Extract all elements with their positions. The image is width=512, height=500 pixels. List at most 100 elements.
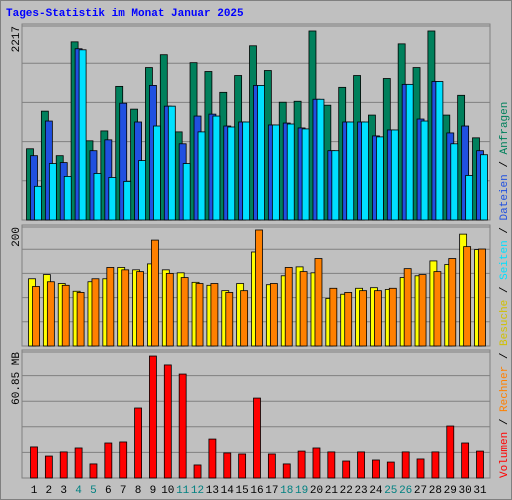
bar [282,463,291,479]
bar [225,292,234,347]
legend-entry: Seiten [499,240,511,280]
legend-entry: Besuche [499,300,511,346]
bar [151,239,159,347]
bar [104,442,113,479]
x-tick-label: 25 [384,485,397,497]
bar [465,175,474,221]
bar [119,102,128,221]
legend-separator: / [499,412,511,432]
bar [476,450,484,479]
bar [416,458,425,479]
bar [91,278,100,347]
bar [329,287,338,347]
x-tick-label: 7 [120,485,127,497]
x-tick-label: 10 [161,485,174,497]
bar [357,451,365,479]
bar [361,121,369,221]
x-tick-label: 31 [473,485,487,497]
bar [346,121,355,221]
bar [193,464,202,479]
bar [376,136,384,221]
bar [32,286,40,347]
x-tick-label: 19 [295,485,308,497]
bar [405,83,414,221]
bar [403,268,412,347]
bar [316,98,325,221]
x-tick-label: 5 [90,485,97,497]
x-tick-label: 26 [399,485,412,497]
legend-separator: / [499,346,511,366]
bar [136,271,144,347]
bar [314,258,323,347]
x-tick-label: 1 [31,485,38,497]
legend-separator: / [499,220,511,240]
bar [163,364,172,479]
bar [238,453,247,479]
bar [269,283,278,347]
bar [299,271,308,347]
x-tick-label: 4 [75,485,82,497]
bar [301,128,310,221]
y-tick-label: 60.85 MB [11,352,23,405]
x-tick-label: 16 [250,485,263,497]
x-tick-label: 18 [280,485,293,497]
bar [182,163,191,221]
bar [418,274,427,347]
bar [153,125,161,221]
bar [478,248,486,347]
x-tick-label: 23 [354,485,367,497]
x-tick-label: 28 [429,485,442,497]
bar [372,459,380,479]
bar [401,451,410,479]
bar [450,143,459,221]
x-tick-label: 29 [444,485,457,497]
bar [74,447,83,479]
bar [167,105,176,221]
bar [212,115,221,221]
x-tick-label: 2 [46,485,53,497]
bar [223,452,232,479]
bar [106,267,115,347]
bar [359,290,367,347]
bar [180,277,189,347]
bar [78,49,87,221]
bar [267,453,276,479]
bar [327,451,336,479]
bar [255,229,263,347]
bar [108,177,117,221]
x-tick-label: 20 [310,485,323,497]
bar [344,292,353,347]
x-tick-label: 9 [150,485,157,497]
legend-entry: Rechner [499,366,511,412]
bar [44,455,53,479]
bar [431,451,440,479]
bar [461,125,470,221]
y-tick-label: 200 [11,227,23,247]
bar [119,441,128,479]
bar [121,269,130,347]
bar [388,287,397,347]
bar [257,85,265,221]
legend: Volumen / Rechner / Besuche / Seiten / D… [499,102,511,478]
bar [433,271,442,347]
y-tick-label: 2217 [11,26,23,52]
x-tick-label: 11 [176,485,190,497]
bar [210,283,219,347]
bar [342,460,351,479]
bar [386,461,395,479]
bar [284,267,293,347]
legend-entry: Anfragen [499,102,511,155]
bar [134,407,142,479]
bar [480,154,488,221]
bar [312,447,321,479]
bar [253,397,261,479]
bar [89,463,98,479]
bar [30,446,38,479]
bar [34,185,42,221]
bar [448,258,457,347]
bar [271,124,280,221]
x-tick-label: 22 [340,485,353,497]
bar [227,126,236,221]
bar [208,438,217,479]
